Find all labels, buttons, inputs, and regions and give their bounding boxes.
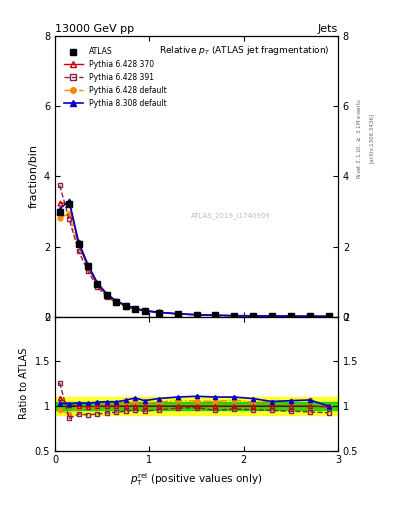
Text: 13000 GeV pp: 13000 GeV pp [55, 24, 134, 34]
Y-axis label: fraction/bin: fraction/bin [28, 144, 39, 208]
Y-axis label: Ratio to ATLAS: Ratio to ATLAS [19, 348, 29, 419]
X-axis label: $p_\mathrm{T}^\mathrm{rel}$ (positive values only): $p_\mathrm{T}^\mathrm{rel}$ (positive va… [130, 471, 263, 488]
Text: Rivet 3.1.10, $\geq$ 3.1M events: Rivet 3.1.10, $\geq$ 3.1M events [356, 98, 364, 179]
Text: [arXiv:1306.3436]: [arXiv:1306.3436] [369, 113, 374, 163]
Legend: ATLAS, Pythia 6.428 370, Pythia 6.428 391, Pythia 6.428 default, Pythia 8.308 de: ATLAS, Pythia 6.428 370, Pythia 6.428 39… [61, 44, 170, 111]
Text: ATLAS_2019_I1740909: ATLAS_2019_I1740909 [191, 212, 270, 219]
Text: Jets: Jets [318, 24, 338, 34]
Text: Relative $p_{T}$ (ATLAS jet fragmentation): Relative $p_{T}$ (ATLAS jet fragmentatio… [159, 44, 329, 57]
